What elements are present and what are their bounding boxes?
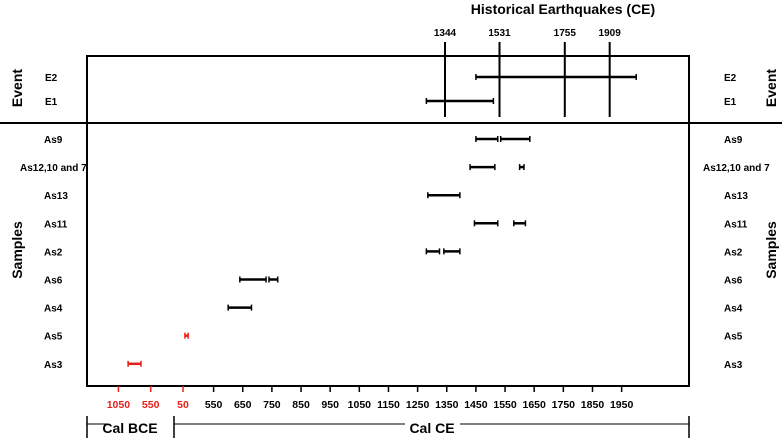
sample-label-right-5: As6 (724, 276, 743, 287)
x-tick-label-2: 50 (177, 399, 189, 411)
sample-label-4: As2 (44, 247, 63, 258)
sample-label-right-4: As2 (724, 247, 743, 258)
x-tick-label-5: 750 (263, 399, 281, 411)
era-label-ce: Cal CE (409, 420, 454, 436)
x-tick-label-13: 1550 (493, 399, 517, 411)
x-tick-label-15: 1750 (552, 399, 576, 411)
x-tick-label-0: 1050 (107, 399, 131, 411)
x-tick-label-12: 1450 (464, 399, 488, 411)
x-tick-label-14: 1650 (523, 399, 547, 411)
x-tick-label-3: 550 (205, 399, 223, 411)
samples-axis-label-right: Samples (763, 221, 779, 279)
event-label-right-E1: E1 (724, 97, 737, 108)
sample-label-3: As11 (44, 219, 68, 230)
x-tick-label-16: 1850 (581, 399, 605, 411)
era-label-bce: Cal BCE (102, 420, 157, 436)
event-axis-label-right: Event (763, 69, 779, 107)
sample-label-1: As12,10 and 7 (20, 163, 87, 174)
sample-label-right-2: As13 (724, 191, 748, 202)
event-label-right-E2: E2 (724, 73, 737, 84)
x-tick-label-7: 950 (321, 399, 339, 411)
x-tick-label-9: 1150 (377, 399, 400, 411)
earthquake-label-1344: 1344 (434, 28, 457, 39)
x-tick-label-11: 1350 (435, 399, 459, 411)
x-tick-label-1: 550 (142, 399, 160, 411)
sample-label-right-0: As9 (724, 135, 743, 146)
sample-label-7: As5 (44, 332, 63, 343)
x-tick-label-6: 850 (292, 399, 310, 411)
earthquake-label-1531: 1531 (488, 28, 511, 39)
x-tick-label-4: 650 (234, 399, 252, 411)
event-label-E1: E1 (45, 97, 58, 108)
sample-label-right-8: As3 (724, 360, 743, 371)
plot-frame (86, 55, 690, 387)
sample-label-right-3: As11 (724, 219, 748, 230)
earthquake-label-1755: 1755 (554, 28, 577, 39)
x-tick-label-17: 1950 (610, 399, 634, 411)
sample-label-5: As6 (44, 276, 63, 287)
samples-axis-label-left: Samples (9, 221, 25, 279)
x-tick-label-8: 1050 (348, 399, 372, 411)
sample-label-0: As9 (44, 135, 63, 146)
event-axis-label-left: Event (9, 69, 25, 107)
chart-marks: 1344 1531 1755 1909 E2 E2 E1 E1 As9 As9 As12,10 an… (0, 28, 782, 438)
earthquake-label-1909: 1909 (599, 28, 622, 39)
sample-label-right-1: As12,10 and 7 (703, 163, 770, 174)
sample-label-right-6: As4 (724, 304, 743, 315)
x-tick-label-10: 1250 (406, 399, 430, 411)
sample-label-6: As4 (44, 304, 63, 315)
sample-label-2: As13 (44, 191, 68, 202)
sample-label-8: As3 (44, 360, 63, 371)
chart-title: Historical Earthquakes (CE) (471, 1, 655, 17)
event-label-E2: E2 (45, 73, 58, 84)
sample-label-right-7: As5 (724, 332, 743, 343)
